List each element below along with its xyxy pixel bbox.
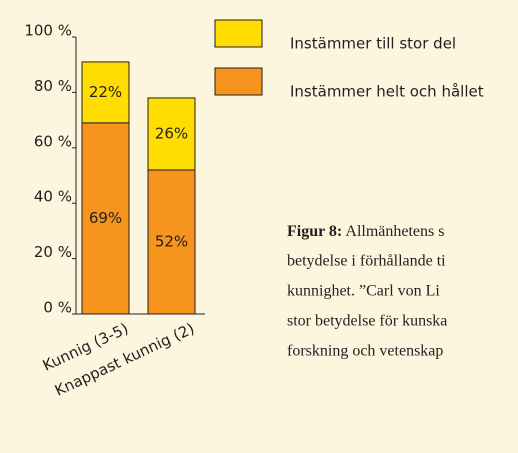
y-tick-label: 0 % (43, 299, 72, 317)
caption-line: Figur 8: Allmänhetens s (287, 223, 444, 240)
bar-segment (81, 122, 130, 315)
legend-label: Instämmer helt och hållet (290, 83, 484, 101)
caption-label: Figur 8: (287, 223, 342, 240)
bar-segment (81, 61, 130, 124)
value-label: 69% (89, 209, 122, 227)
y-tick-label: 40 % (34, 188, 72, 206)
caption-line: forskning och vetenskap (287, 343, 443, 360)
y-tick-label: 100 % (24, 22, 72, 40)
legend-swatch (214, 19, 263, 48)
legend-swatch (214, 67, 263, 96)
value-label: 22% (89, 83, 122, 101)
caption-first: Allmänhetens s (342, 223, 444, 240)
y-tick-label: 80 % (34, 77, 72, 95)
bar-segment (147, 169, 196, 315)
legend-label: Instämmer till stor del (290, 35, 456, 53)
caption-line: kunnighet. ”Carl von Li (287, 283, 440, 300)
value-label: 52% (155, 232, 188, 250)
y-tick-label: 60 % (34, 132, 72, 150)
value-label: 26% (155, 124, 188, 142)
caption-line: betydelse i förhållande ti (287, 253, 446, 270)
y-tick-label: 20 % (34, 243, 72, 261)
caption-line: stor betydelse för kunska (287, 313, 447, 330)
bar-segment (147, 97, 196, 171)
